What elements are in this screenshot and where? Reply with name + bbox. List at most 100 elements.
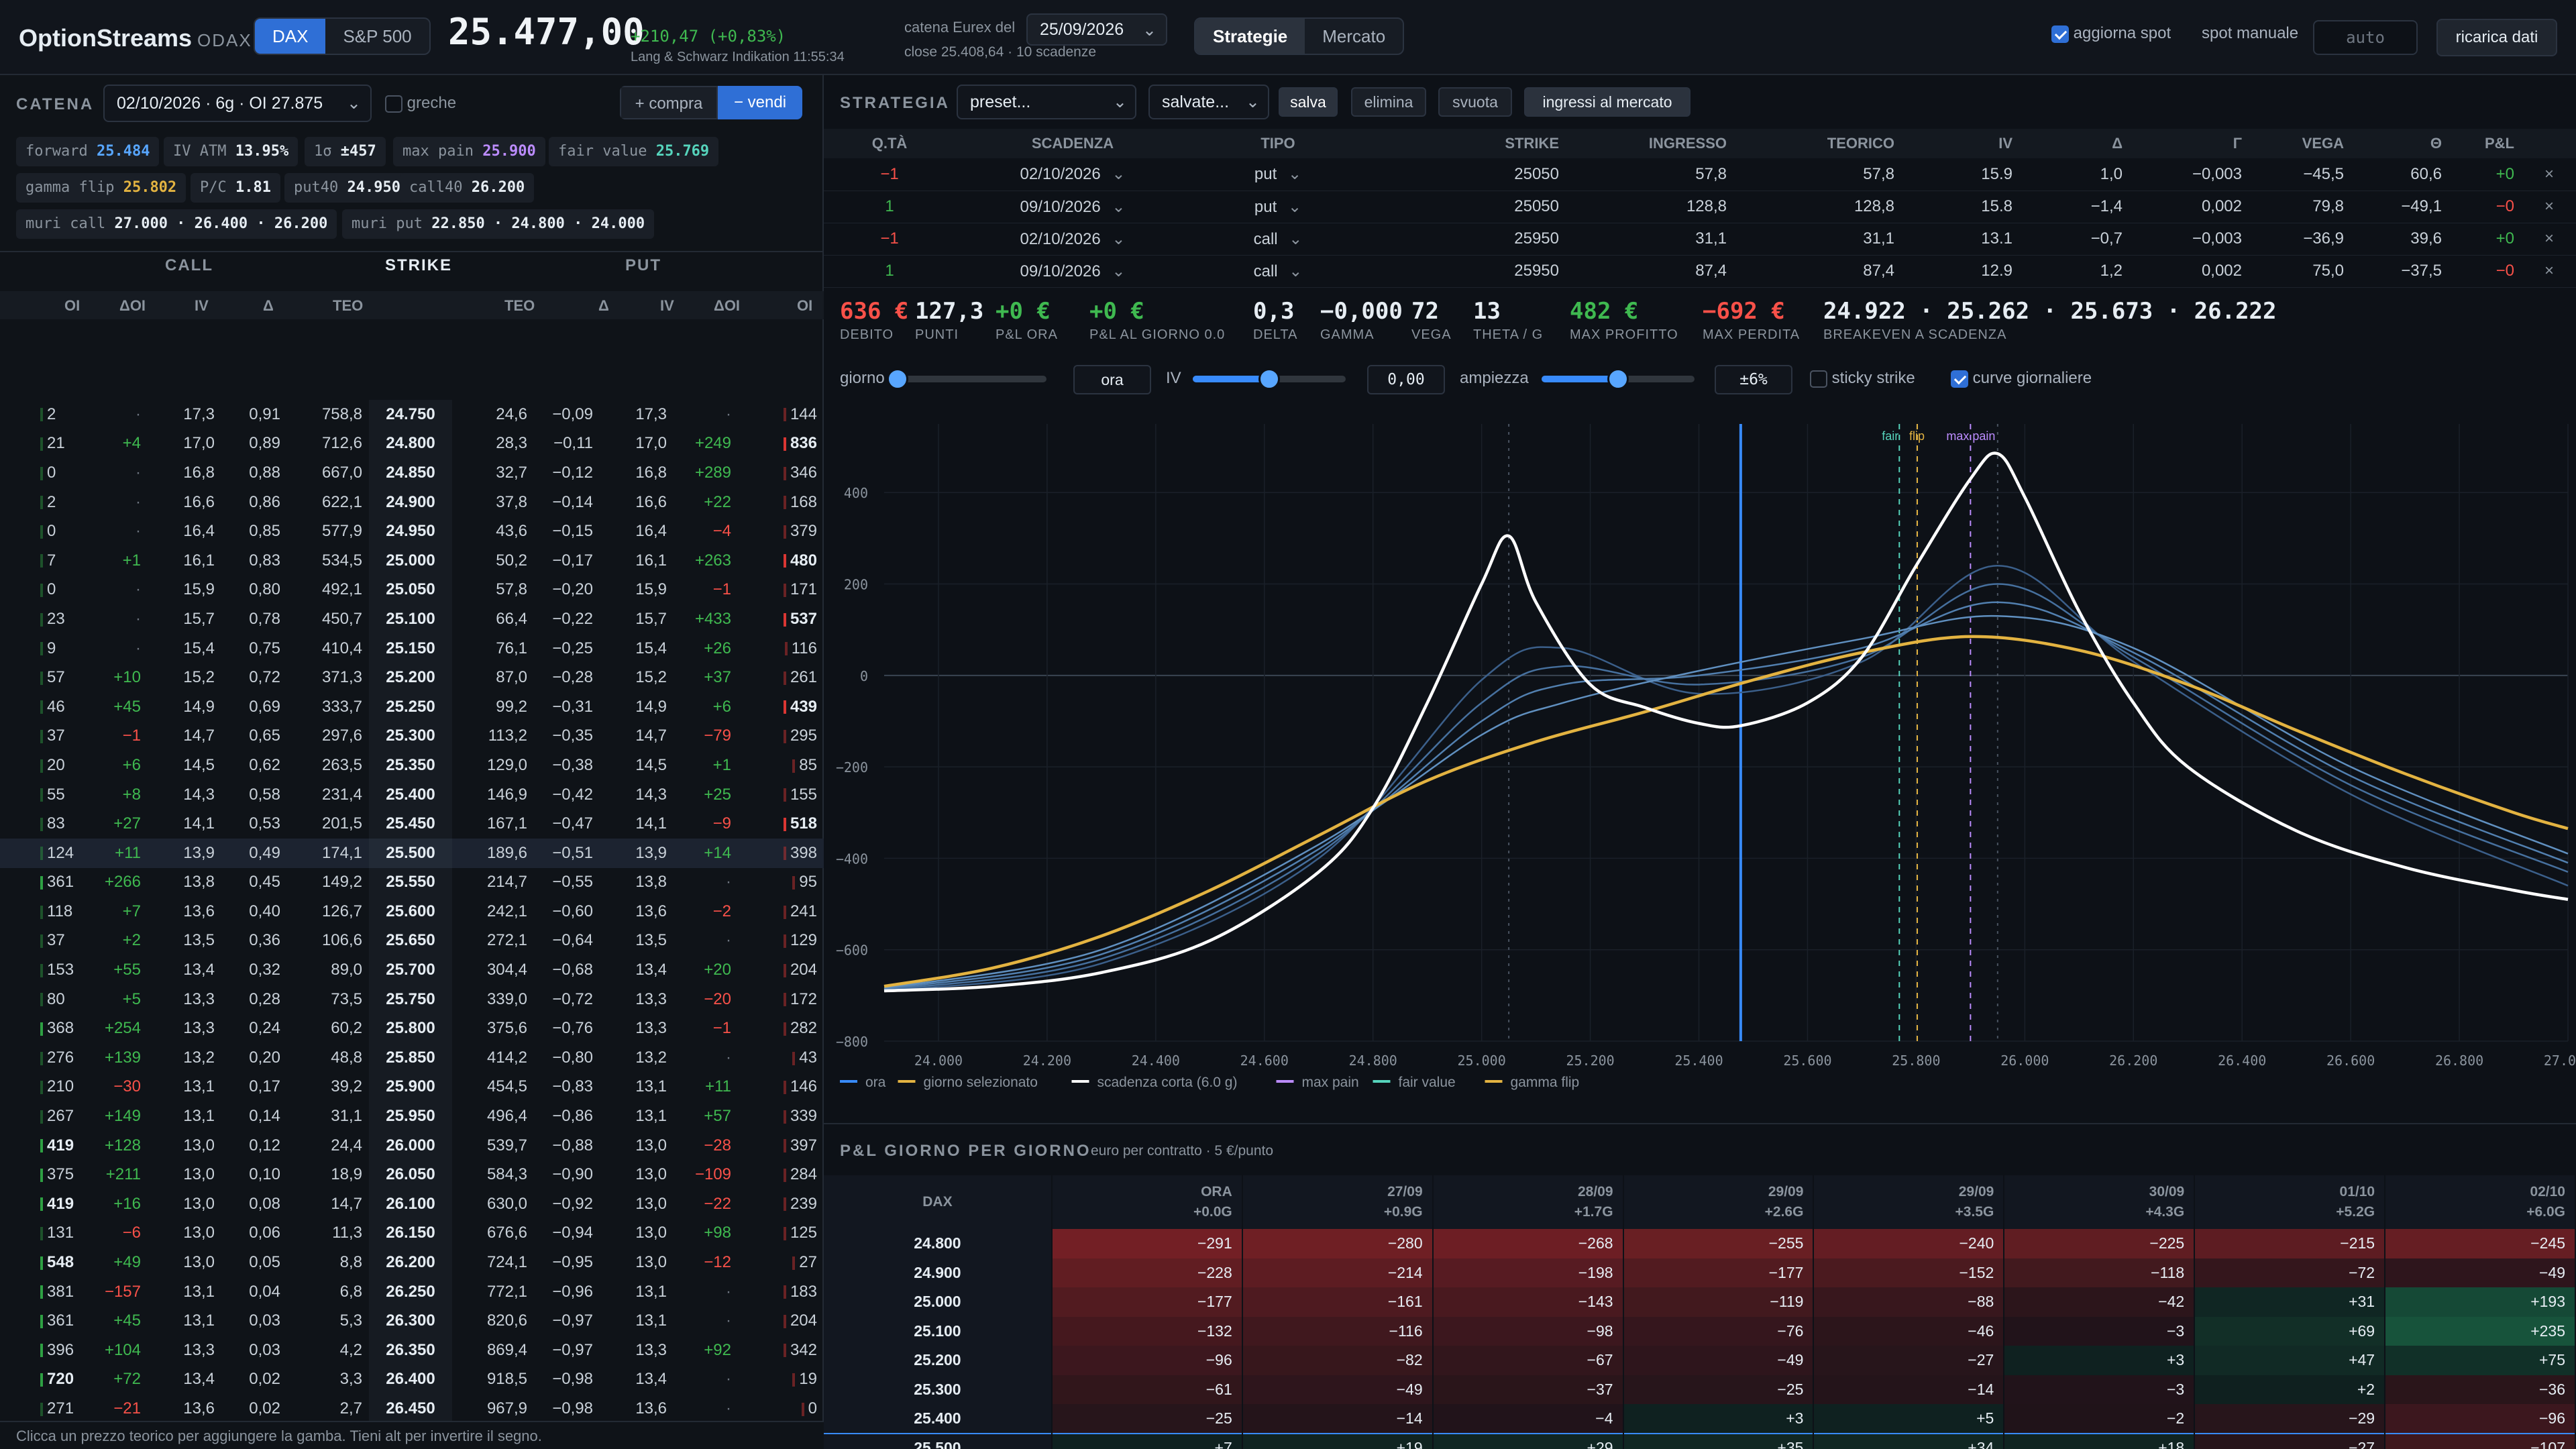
chain-cell[interactable]: 492,1 <box>287 576 369 605</box>
delete-button[interactable]: elimina <box>1351 87 1426 117</box>
remove-leg-button[interactable]: × <box>2522 191 2576 223</box>
chain-cell[interactable]: 297,6 <box>287 722 369 751</box>
day-value[interactable]: ora <box>1073 365 1151 394</box>
chain-cell[interactable]: 410,4 <box>287 634 369 663</box>
leg-cell[interactable]: put ⌄ <box>1190 191 1366 223</box>
clear-button[interactable]: svuota <box>1438 87 1512 117</box>
chain-cell[interactable]: 577,9 <box>287 517 369 546</box>
payoff-chart[interactable]: −800 −600 −400 −200 0 200 400 24.000 24.200 24.40… <box>824 411 2576 1122</box>
iv-value[interactable]: 0,00 <box>1367 365 1445 394</box>
chain-cell[interactable]: 772,1 <box>452 1277 534 1307</box>
tab-mercato[interactable]: Mercato <box>1322 26 1386 46</box>
chain-cell[interactable]: 8,8 <box>287 1248 369 1277</box>
chain-cell[interactable]: 43,6 <box>452 517 534 546</box>
remove-leg-button[interactable]: × <box>2522 223 2576 256</box>
preset-select[interactable]: preset... ⌄ <box>957 85 1136 119</box>
chain-cell[interactable]: 106,6 <box>287 926 369 956</box>
chain-cell[interactable]: 333,7 <box>287 692 369 722</box>
chain-cell[interactable]: 129,0 <box>452 751 534 780</box>
expiry-select[interactable]: 02/10/2026 · 6g · OI 27.875 ⌄ <box>103 85 372 122</box>
leg-cell[interactable]: call ⌄ <box>1190 223 1366 256</box>
chain-cell[interactable]: 14,7 <box>287 1189 369 1219</box>
chain-cell[interactable]: 113,2 <box>452 722 534 751</box>
underlying-dax-button[interactable]: DAX <box>255 19 326 54</box>
saved-select[interactable]: salvate... ⌄ <box>1148 85 1269 119</box>
chain-cell[interactable]: 4,2 <box>287 1336 369 1365</box>
leg-cell[interactable]: call ⌄ <box>1190 255 1366 288</box>
chain-cell[interactable]: 201,5 <box>287 809 369 839</box>
chain-cell[interactable]: 32,7 <box>452 458 534 488</box>
remove-leg-button[interactable]: × <box>2522 158 2576 191</box>
chain-cell[interactable]: 214,7 <box>452 868 534 898</box>
chain-cell[interactable]: 24,6 <box>452 400 534 429</box>
remove-leg-button[interactable]: × <box>2522 255 2576 288</box>
chain-cell[interactable]: 28,3 <box>452 429 534 459</box>
chain-cell[interactable]: 66,4 <box>452 604 534 634</box>
iv-slider-handle[interactable] <box>1258 368 1280 390</box>
chain-cell[interactable]: 50,2 <box>452 546 534 576</box>
manual-spot-input[interactable]: auto <box>2313 20 2418 55</box>
chain-cell[interactable]: 869,4 <box>452 1336 534 1365</box>
chain-cell[interactable]: 339,0 <box>452 985 534 1014</box>
chain-cell[interactable]: 231,4 <box>287 780 369 810</box>
leg-cell[interactable]: 09/10/2026 ⌄ <box>955 191 1190 223</box>
chain-cell[interactable]: 242,1 <box>452 897 534 926</box>
leg-cell[interactable]: 02/10/2026 ⌄ <box>955 158 1190 191</box>
chain-cell[interactable]: 496,4 <box>452 1102 534 1131</box>
chain-cell[interactable]: 189,6 <box>452 838 534 868</box>
leg-cell[interactable]: 02/10/2026 ⌄ <box>955 223 1190 256</box>
chain-cell[interactable]: 37,8 <box>452 488 534 517</box>
width-slider-handle[interactable] <box>1607 368 1629 390</box>
chain-cell[interactable]: 31,1 <box>287 1102 369 1131</box>
chain-cell[interactable]: 918,5 <box>452 1365 534 1395</box>
chain-cell[interactable]: 11,3 <box>287 1219 369 1248</box>
chain-cell[interactable]: 304,4 <box>452 955 534 985</box>
chain-cell[interactable]: 126,7 <box>287 897 369 926</box>
chain-cell[interactable]: 73,5 <box>287 985 369 1014</box>
chain-cell[interactable]: 584,3 <box>452 1160 534 1189</box>
chain-cell[interactable]: 454,5 <box>452 1073 534 1102</box>
sell-button[interactable]: − vendi <box>718 86 802 119</box>
chain-cell[interactable]: 5,3 <box>287 1306 369 1336</box>
leg-cell[interactable]: 09/10/2026 ⌄ <box>955 255 1190 288</box>
greeks-checkbox[interactable] <box>385 95 402 113</box>
chain-cell[interactable]: 450,7 <box>287 604 369 634</box>
daily-curves-toggle[interactable]: curve giornaliere <box>1951 369 2092 388</box>
iv-slider[interactable] <box>1193 368 1346 390</box>
chain-cell[interactable]: 667,0 <box>287 458 369 488</box>
chain-cell[interactable]: 174,1 <box>287 838 369 868</box>
leg-cell[interactable]: 1 <box>824 191 955 223</box>
chain-cell[interactable]: 149,2 <box>287 868 369 898</box>
chain-date-select[interactable]: 25/09/2026 ⌄ <box>1026 13 1167 46</box>
chain-cell[interactable]: 167,1 <box>452 809 534 839</box>
chain-cell[interactable]: 60,2 <box>287 1014 369 1043</box>
chain-cell[interactable]: 758,8 <box>287 400 369 429</box>
chain-cell[interactable]: 146,9 <box>452 780 534 810</box>
chain-cell[interactable]: 539,7 <box>452 1131 534 1161</box>
chain-cell[interactable]: 534,5 <box>287 546 369 576</box>
day-slider[interactable] <box>887 368 1046 390</box>
chain-cell[interactable]: 76,1 <box>452 634 534 663</box>
chain-cell[interactable]: 24,4 <box>287 1131 369 1161</box>
reload-data-button[interactable]: ricarica dati <box>2436 19 2557 56</box>
day-slider-handle[interactable] <box>887 368 908 390</box>
greeks-toggle[interactable]: greche <box>385 94 456 113</box>
auto-spot-checkbox[interactable] <box>2051 25 2069 43</box>
market-entry-button[interactable]: ingressi al mercato <box>1524 87 1690 117</box>
leg-cell[interactable]: −1 <box>824 223 955 256</box>
underlying-sp500-button[interactable]: S&P 500 <box>343 26 412 46</box>
chain-cell[interactable]: 6,8 <box>287 1277 369 1307</box>
chain-cell[interactable]: 622,1 <box>287 488 369 517</box>
buy-button[interactable]: + compra <box>620 86 718 119</box>
chain-cell[interactable]: 2,7 <box>287 1394 369 1424</box>
chain-cell[interactable]: 375,6 <box>452 1014 534 1043</box>
leg-cell[interactable]: 1 <box>824 255 955 288</box>
chain-cell[interactable]: 712,6 <box>287 429 369 459</box>
daily-curves-checkbox[interactable] <box>1951 370 1968 388</box>
leg-cell[interactable]: −1 <box>824 158 955 191</box>
chain-cell[interactable]: 89,0 <box>287 955 369 985</box>
chain-cell[interactable]: 371,3 <box>287 663 369 692</box>
chain-cell[interactable]: 3,3 <box>287 1365 369 1395</box>
chain-cell[interactable]: 48,8 <box>287 1043 369 1073</box>
sticky-strike-toggle[interactable]: sticky strike <box>1810 369 1915 388</box>
